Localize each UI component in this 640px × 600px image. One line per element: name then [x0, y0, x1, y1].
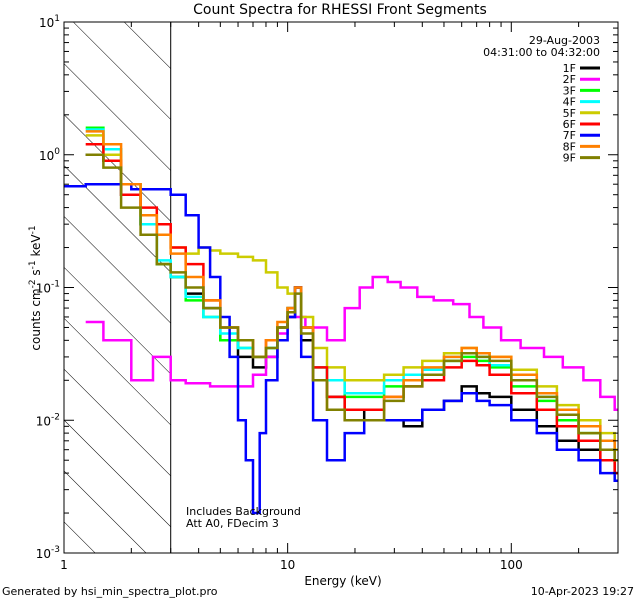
y-tick-label: 10-2 — [36, 412, 60, 428]
generated-by: Generated by hsi_min_spectra_plot.pro — [2, 585, 218, 598]
legend-label-4F: 4F — [563, 96, 576, 109]
legend-label-6F: 6F — [563, 118, 576, 131]
y-axis-label: counts cm-2 s-1 keV-1 — [28, 225, 43, 350]
y-tick-exponent: -3 — [51, 545, 60, 555]
hatched-region — [64, 22, 171, 553]
y-tick-label: 10-1 — [36, 280, 60, 296]
x-axis-label: Energy (keV) — [304, 574, 381, 588]
annotation-time: 04:31:00 to 04:32:00 — [483, 46, 600, 59]
legend-label-5F: 5F — [563, 107, 576, 120]
legend-label-8F: 8F — [563, 140, 576, 153]
y-axis-label-part-2: -2 — [28, 279, 38, 288]
legend-label-7F: 7F — [563, 129, 576, 142]
series-2F — [85, 275, 618, 411]
legend-label-9F: 9F — [563, 152, 576, 165]
y-tick-exponent: -2 — [51, 412, 60, 422]
x-axis: 1 10 100 — [60, 22, 619, 572]
x-tick-label: 10 — [280, 558, 295, 572]
y-tick-base: 10 — [39, 16, 54, 30]
legend-label-1F: 1F — [563, 62, 576, 75]
legend-label-3F: 3F — [563, 84, 576, 97]
y-axis-label-part-6: -1 — [28, 225, 38, 234]
y-tick-exponent: 1 — [54, 14, 60, 24]
y-axis-label-part-3: s — [29, 269, 43, 279]
series-layer — [64, 126, 618, 515]
x-tick-label: 1 — [60, 558, 68, 572]
y-tick-base: 10 — [36, 282, 51, 296]
date-stamp: 10-Apr-2023 19:27 — [531, 585, 634, 598]
y-axis-label-part-5: keV — [29, 234, 43, 261]
note-background: Includes Background — [186, 505, 301, 518]
x-tick-label: 100 — [500, 558, 523, 572]
y-tick-exponent: 0 — [54, 147, 60, 157]
y-tick-exponent: -1 — [51, 280, 60, 290]
y-tick-base: 10 — [36, 547, 51, 561]
chart-title: Count Spectra for RHESSI Front Segments — [193, 2, 487, 18]
y-axis-label-part-4: -1 — [28, 260, 38, 269]
y-tick-base: 10 — [36, 414, 51, 428]
y-tick-label: 10-3 — [36, 545, 60, 561]
y-tick-base: 10 — [39, 149, 54, 163]
y-axis-label-part-1: counts cm — [29, 288, 43, 350]
annotation-date: 29-Aug-2003 — [529, 34, 600, 47]
y-tick-label: 100 — [39, 147, 60, 163]
series-9F — [85, 153, 618, 462]
note-attenuator: Att A0, FDecim 3 — [186, 517, 279, 530]
legend-label-2F: 2F — [563, 73, 576, 86]
y-tick-label: 101 — [39, 14, 60, 30]
